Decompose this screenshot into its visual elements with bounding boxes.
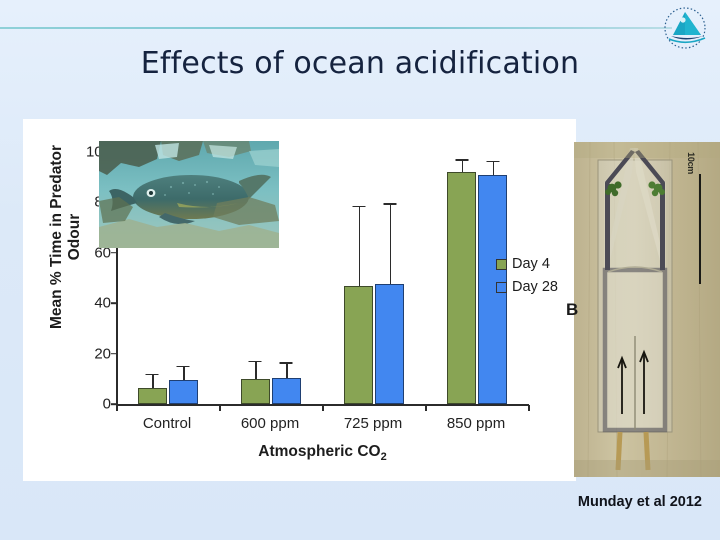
page-title: Effects of ocean acidification <box>140 46 580 81</box>
sailboat-logo <box>658 2 712 54</box>
x-tick-mark <box>322 405 324 411</box>
error-bar-stem <box>358 207 361 286</box>
bar-control-day-4 <box>137 387 167 404</box>
y-tick-mark <box>111 403 117 405</box>
coral-trout-photo <box>99 141 279 248</box>
bar-725-ppm-day-28 <box>375 284 405 404</box>
error-bar-stem <box>183 367 185 381</box>
x-axis-title: Atmospheric CO2 <box>116 443 529 463</box>
error-bar-stem <box>389 204 392 285</box>
scale-bar-line <box>698 174 701 284</box>
y-tick-label: 40 <box>94 294 111 312</box>
x-tick-label-725ppm: 725 ppm <box>343 415 403 432</box>
y-tick-mark <box>111 252 117 254</box>
y-tick-label: 20 <box>94 345 111 363</box>
legend-swatch-day4 <box>496 258 507 270</box>
x-axis-line <box>116 404 529 406</box>
header-divider <box>0 27 672 29</box>
error-bar-cap <box>279 362 293 364</box>
error-bar-stem <box>286 363 288 378</box>
citation-text: Munday et al 2012 <box>577 494 702 510</box>
bar-control-day-28 <box>168 380 198 404</box>
error-bar-stem <box>152 375 154 388</box>
error-bar-cap <box>248 360 262 363</box>
legend-item-day28: Day 28 <box>496 279 582 295</box>
x-tick-label-control: Control <box>142 415 192 432</box>
bar-850-ppm-day-4 <box>447 172 477 404</box>
y-tick-mark <box>111 352 117 355</box>
error-bar-cap <box>455 159 469 161</box>
error-bar-stem <box>492 162 495 175</box>
legend-label-day4: Day 4 <box>512 256 550 272</box>
y-axis-line <box>116 152 118 404</box>
x-tick-mark <box>425 405 427 411</box>
error-bar-cap <box>176 365 190 368</box>
y-tick-group: 100 80 60 40 20 0 <box>61 119 111 481</box>
error-bar-stem <box>461 160 464 173</box>
bar-725-ppm-day-4 <box>344 285 374 404</box>
x-axis-title-text: Atmospheric CO <box>258 443 381 460</box>
bar-600-ppm-day-4 <box>240 378 270 404</box>
y-tick-mark <box>111 302 117 304</box>
error-bar-cap <box>486 160 500 163</box>
error-bar-cap <box>145 373 159 376</box>
x-tick-mark <box>116 405 118 411</box>
choice-flume-apparatus-photo: 10cm <box>574 142 720 477</box>
figure-panel: Mean % Time in Predator Odour 100 80 60 … <box>23 119 576 481</box>
legend-swatch-day28 <box>496 281 507 293</box>
legend-item-day4: Day 4 <box>496 256 582 272</box>
x-tick-mark <box>528 405 530 411</box>
error-bar-cap <box>352 205 366 208</box>
error-bar-cap <box>383 203 397 205</box>
x-tick-label-850ppm: 850 ppm <box>446 415 506 432</box>
panel-letter-b: B <box>566 300 579 319</box>
scale-bar-label: 10cm <box>686 152 696 174</box>
x-tick-label-600ppm: 600 ppm <box>240 415 300 432</box>
chart-legend: Day 4 Day 28 <box>496 256 582 302</box>
y-tick-label: 0 <box>102 395 111 413</box>
legend-label-day28: Day 28 <box>512 279 558 295</box>
y-tick-label: 60 <box>94 244 111 262</box>
x-tick-mark <box>219 405 221 411</box>
error-bar-stem <box>255 362 257 379</box>
x-axis-title-subscript: 2 <box>380 451 387 464</box>
bar-600-ppm-day-28 <box>271 377 301 404</box>
